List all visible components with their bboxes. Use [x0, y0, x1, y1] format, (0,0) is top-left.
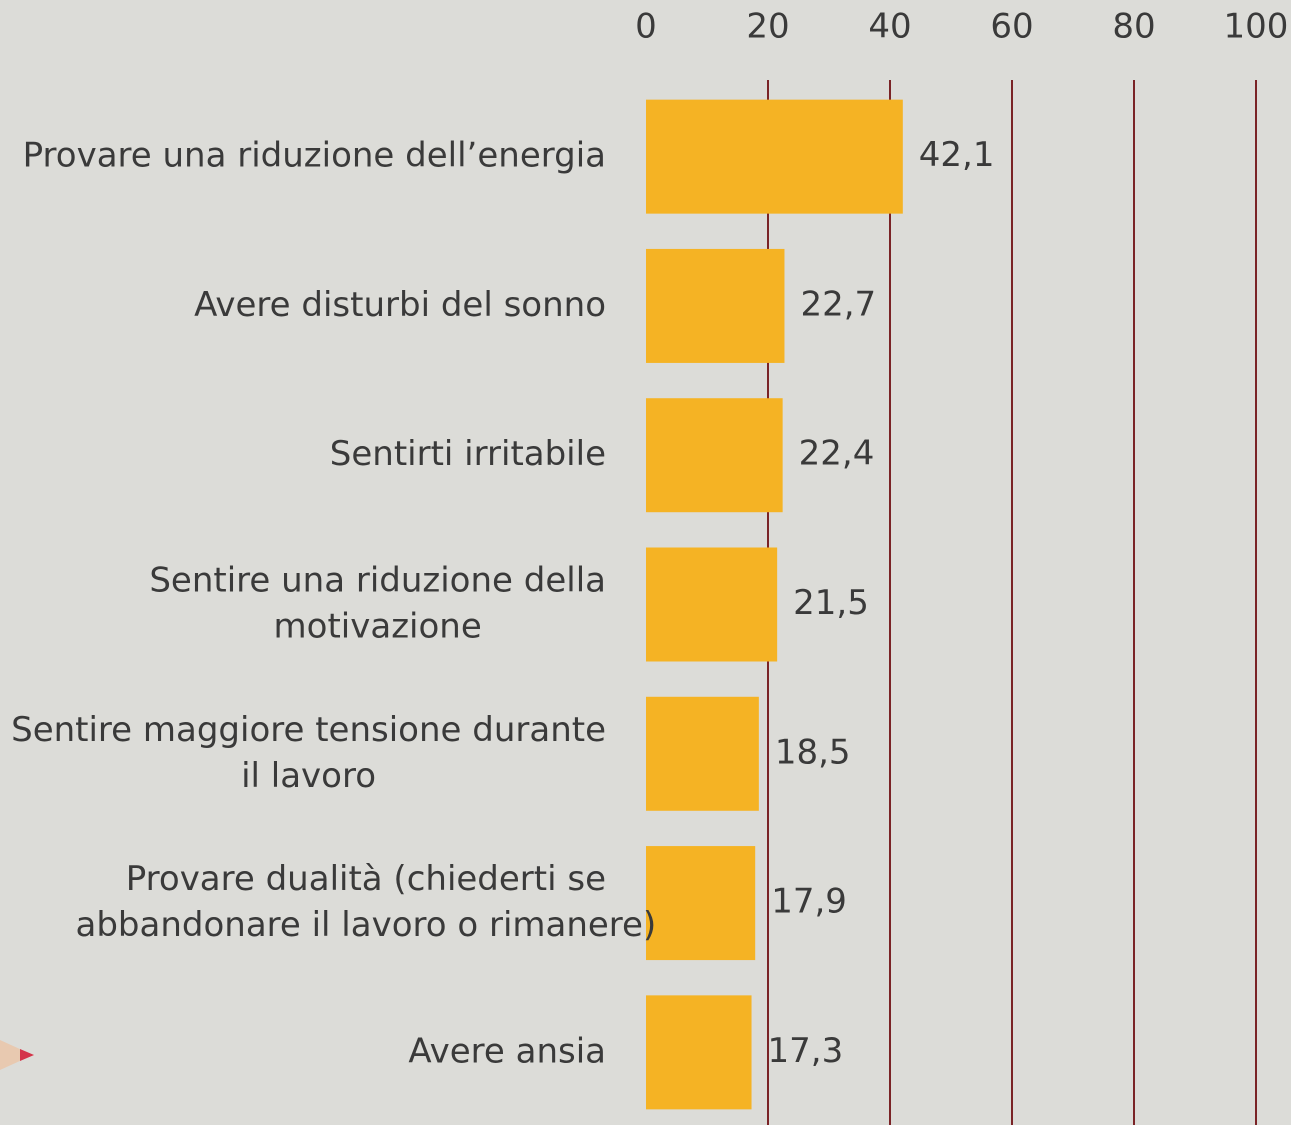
y-tick-label: Sentirti irritabile [330, 434, 606, 474]
x-tick-label: 80 [1112, 7, 1155, 47]
value-label: 22,7 [800, 284, 876, 324]
value-label: 18,5 [775, 732, 851, 772]
value-label: 21,5 [793, 583, 869, 623]
value-label: 42,1 [919, 135, 995, 175]
bar [646, 995, 752, 1109]
bar [646, 548, 777, 662]
x-tick-label: 20 [746, 7, 789, 47]
y-tick-label: Provare una riduzione dell’energia [23, 135, 606, 175]
y-tick-label: Avere ansia [408, 1031, 606, 1071]
bar [646, 398, 783, 512]
value-label: 22,4 [799, 434, 875, 474]
value-label: 17,3 [768, 1031, 844, 1071]
y-tick-label: Avere disturbi del sonno [194, 284, 606, 324]
bar [646, 697, 759, 811]
x-tick-label: 60 [990, 7, 1033, 47]
bar [646, 249, 784, 363]
x-tick-label: 40 [868, 7, 911, 47]
x-tick-label: 100 [1224, 7, 1289, 47]
chart: 0 20 40 60 80 100 42,1 Provare una riduzione de… [0, 0, 1291, 1125]
bar [646, 846, 755, 960]
bar [646, 100, 903, 214]
x-tick-label: 0 [635, 7, 657, 47]
value-label: 17,9 [771, 882, 847, 922]
